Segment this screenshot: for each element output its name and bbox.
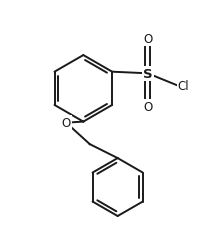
Text: O: O bbox=[62, 117, 71, 130]
Text: O: O bbox=[143, 101, 152, 114]
Text: O: O bbox=[143, 33, 152, 46]
Text: Cl: Cl bbox=[178, 79, 189, 92]
Text: S: S bbox=[143, 67, 152, 80]
